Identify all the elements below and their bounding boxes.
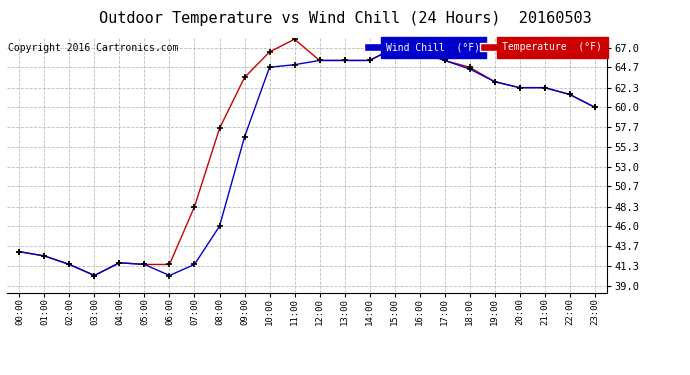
Text: Outdoor Temperature vs Wind Chill (24 Hours)  20160503: Outdoor Temperature vs Wind Chill (24 Ho… bbox=[99, 11, 591, 26]
Legend: Wind Chill  (°F), Temperature  (°F): Wind Chill (°F), Temperature (°F) bbox=[364, 42, 602, 52]
Text: Copyright 2016 Cartronics.com: Copyright 2016 Cartronics.com bbox=[8, 43, 178, 52]
